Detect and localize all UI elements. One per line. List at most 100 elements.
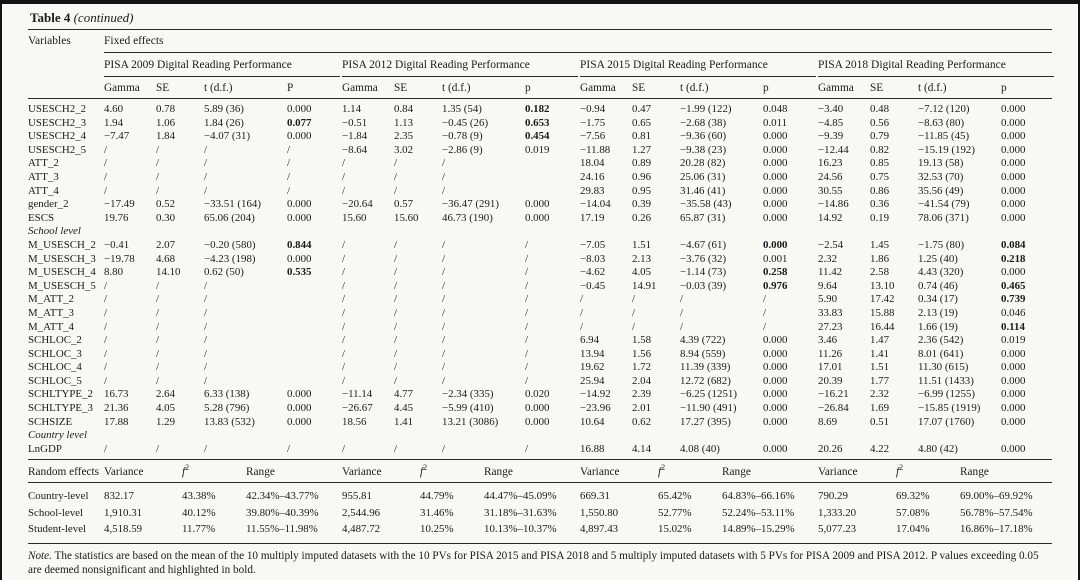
table-cell: 2.13 [632, 252, 652, 265]
table-cell: −26.67 [342, 402, 373, 415]
table-cell: 0.000 [763, 130, 788, 143]
table-cell: 0.89 [632, 157, 652, 170]
table-cell: 0.001 [763, 252, 788, 265]
row-label: USESCH2_4 [28, 130, 87, 143]
fixed-effects-label: Fixed effects [104, 33, 1052, 53]
random-group-cells-2: 4,897.43 15.02% 14.89%–15.29% [580, 521, 816, 537]
table-cell: 1.94 [104, 116, 124, 129]
table-cell: 24.56 [818, 170, 843, 183]
table-cell: / [104, 334, 108, 347]
row-label: SCHLTYPE_2 [28, 388, 93, 401]
table-cell: / [104, 442, 108, 455]
group-cells-1: −20.64 0.57 −36.47 (291) 0.000 [342, 198, 578, 212]
table-cell: 65.42% [658, 490, 692, 503]
table-cell: 0.000 [525, 211, 550, 224]
table-cell: −15.19 (192) [918, 143, 975, 156]
table-cell: 8.69 [818, 415, 838, 428]
column-header-cell: p [1001, 82, 1007, 94]
table-cell: / [104, 320, 108, 333]
column-header-group-1: Gamma SE t (d.f.) p [342, 82, 578, 94]
table-cell: −11.88 [580, 143, 611, 156]
table-cell: 0.74 (46) [918, 279, 958, 292]
table-cell: 17.27 (395) [680, 415, 731, 428]
table-cell: / [104, 293, 108, 306]
table-cell: −7.56 [580, 130, 606, 143]
table-cell: / [763, 320, 767, 333]
random-column-header-text: Variance [104, 466, 144, 479]
random-column-header-text: f [658, 466, 662, 479]
table-cell: / [342, 252, 346, 265]
random-column-header: Range [484, 466, 578, 478]
table-cell: 56.78%–57.54% [960, 506, 1033, 519]
table-cell: / [204, 279, 208, 292]
table-cell: −9.36 (60) [680, 130, 727, 143]
group-header-pisa-2009: PISA 2009 Digital Reading Performance [104, 58, 340, 77]
table-cell: / [104, 374, 108, 387]
table-cell: / [394, 170, 398, 183]
table-cell: −7.12 (120) [918, 103, 970, 115]
table-cell: 15.02% [658, 523, 692, 536]
group-cells-1: / / / / [342, 253, 578, 267]
table-cell: 2.01 [632, 402, 652, 415]
table-cell: −23.96 [580, 402, 611, 415]
group-cells-3: 16.23 0.85 19.13 (58) 0.000 [818, 157, 1054, 171]
table-cell: 12.72 (682) [680, 374, 731, 387]
table-cell: 20.26 [818, 442, 843, 455]
table-cell: / [525, 238, 529, 251]
table-cell: 1.77 [870, 374, 890, 387]
table-cell: 5.28 (796) [204, 402, 250, 415]
table-cell: 0.62 (50) [204, 266, 244, 279]
table-cell: −8.63 (80) [918, 116, 965, 129]
group-cells-3: −14.86 0.36 −41.54 (79) 0.000 [818, 198, 1054, 212]
table-cell: 0.000 [763, 415, 788, 428]
title-rule [28, 29, 1052, 30]
table-cell [287, 334, 340, 348]
group-cells-1: −11.14 4.77 −2.34 (335) 0.020 [342, 388, 578, 402]
table-cell: 1.72 [632, 361, 652, 374]
group-cells-0: / / / / [104, 144, 340, 158]
table-cell: / [580, 293, 584, 306]
table-cell: 11.55%–11.98% [246, 523, 318, 536]
table-cell: 19.62 [580, 361, 605, 374]
table-cell: 1.41 [870, 347, 890, 360]
table-cell: 0.000 [525, 198, 550, 211]
row-label: M_USESCH_2 [28, 238, 96, 251]
group-cells-3: 20.26 4.22 4.80 (42) 0.000 [818, 443, 1054, 457]
table-cell: −11.85 (45) [918, 130, 970, 143]
table-cell: 64.83%–66.16% [722, 490, 795, 503]
table-cell: 0.000 [1001, 442, 1026, 455]
table-cell: 1.69 [870, 402, 890, 415]
table-cell: 16.44 [870, 320, 895, 333]
table-cell: 0.000 [287, 402, 312, 415]
group-cells-1: / / / / [342, 334, 578, 348]
table-cell: 0.077 [287, 116, 312, 129]
table-row: SCHLOC_5 / / / / / / / 25.94 2.04 12.72 (682) 0.000… [28, 375, 1052, 389]
table-cell: / [442, 347, 446, 360]
table-cell: −8.64 [342, 143, 368, 156]
group-cells-3: −3.40 0.48 −7.12 (120) 0.000 [818, 103, 1054, 117]
table-cell: 1.58 [632, 334, 652, 347]
table-cell: −0.78 (9) [442, 130, 483, 143]
table-cell: −4.07 (31) [204, 130, 251, 143]
group-cells-3: 2.32 1.86 1.25 (40) 0.218 [818, 253, 1054, 267]
random-group-cells-1: 955.81 44.79% 44.47%–45.09% [342, 488, 578, 504]
table-cell: / [442, 334, 446, 347]
table-cell: / [394, 293, 398, 306]
table-cell: / [442, 320, 446, 333]
column-header-group-0: Gamma SE t (d.f.) P [104, 82, 340, 94]
table-cell: 0.000 [287, 198, 312, 211]
superscript: 2 [661, 463, 666, 473]
table-cell: 1.27 [632, 143, 652, 156]
random-column-header-text: f [182, 466, 186, 479]
table-cell: 11.51 (1433) [918, 374, 974, 387]
random-column-header: Range [722, 466, 816, 478]
table-cell: 16.23 [818, 157, 843, 170]
table-row: SCHLOC_2 / / / / / / / 6.94 1.58 4.39 (722) 0.000 3.… [28, 334, 1052, 348]
table-cell: 4,897.43 [580, 523, 619, 536]
table-cell: −3.40 [818, 103, 844, 115]
table-cell: −0.41 [104, 238, 130, 251]
table-cell: 955.81 [342, 490, 372, 503]
table-cell: 0.000 [525, 402, 550, 415]
table-cell: −1.75 [580, 116, 606, 129]
table-cell: 27.23 [818, 320, 843, 333]
